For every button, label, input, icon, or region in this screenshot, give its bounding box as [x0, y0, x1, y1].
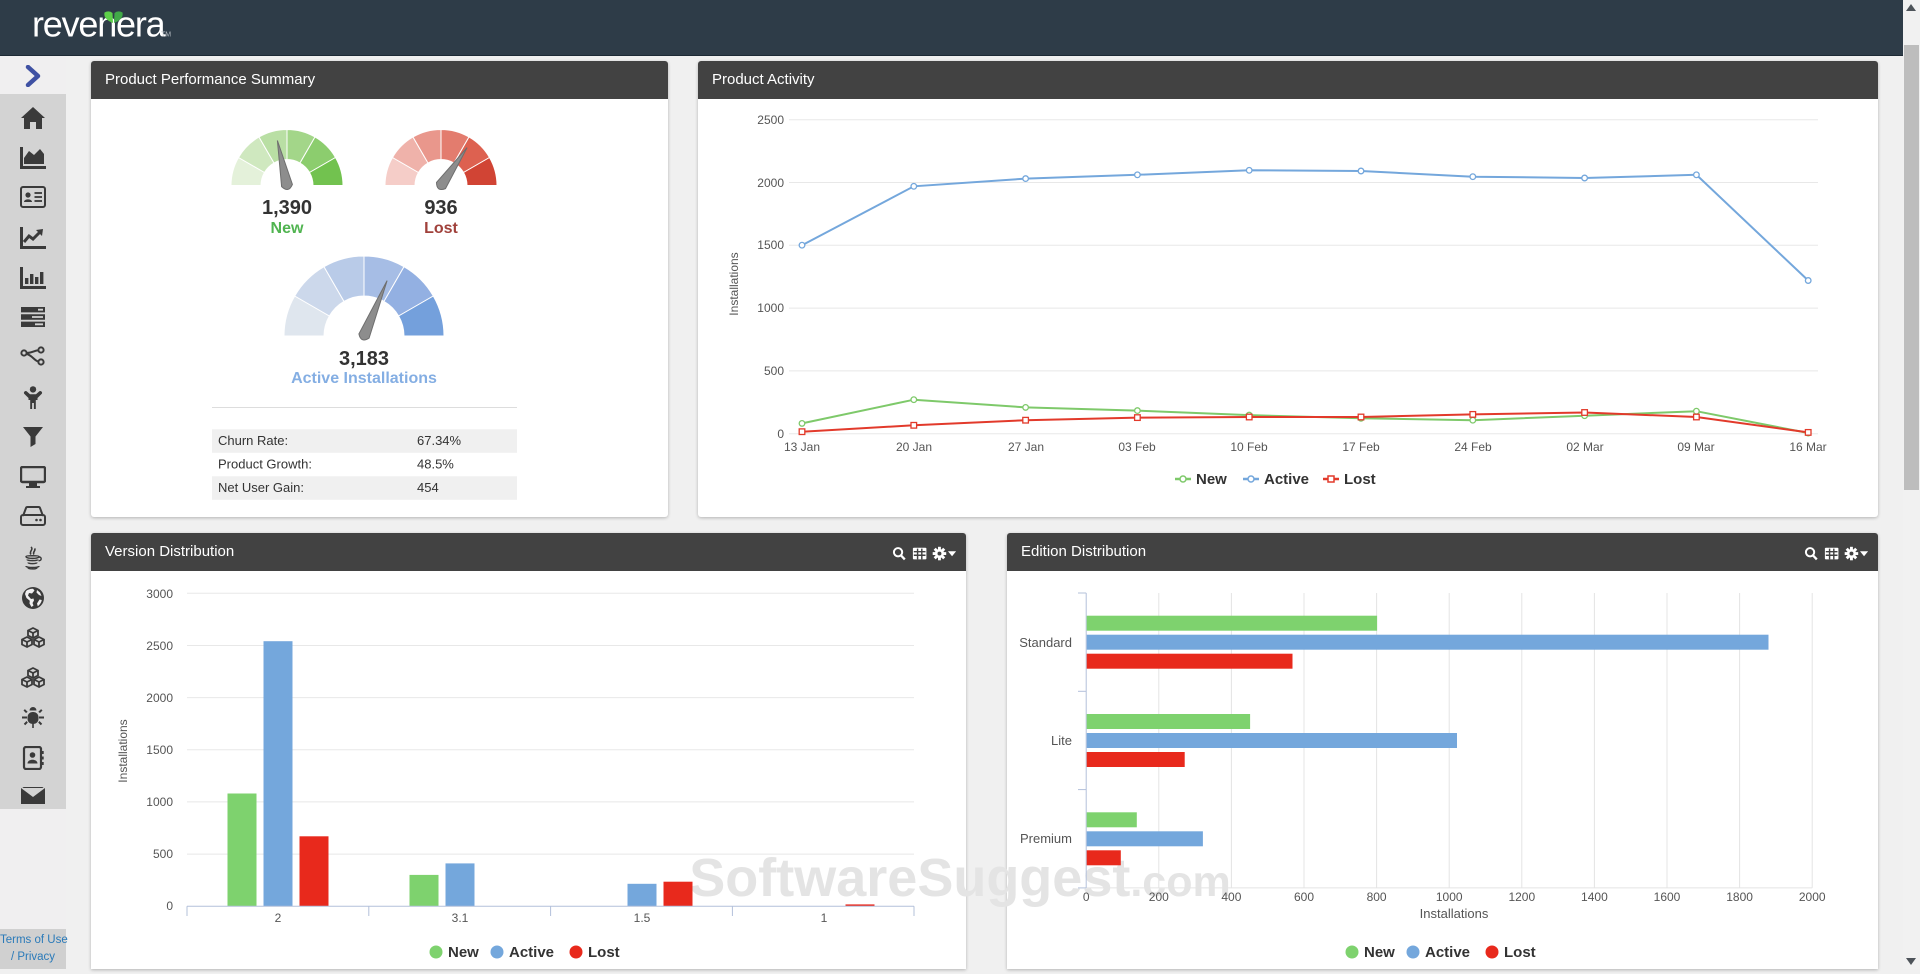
svg-text:2500: 2500 [757, 113, 784, 127]
svg-text:1500: 1500 [757, 238, 784, 252]
svg-text:03 Feb: 03 Feb [1118, 440, 1156, 454]
svg-text:2: 2 [275, 911, 282, 925]
svg-text:24 Feb: 24 Feb [1454, 440, 1492, 454]
svg-text:0: 0 [166, 899, 173, 913]
svg-text:48.5%: 48.5% [417, 457, 454, 472]
svg-text:Standard: Standard [1019, 635, 1072, 650]
svg-text:16 Mar: 16 Mar [1789, 440, 1826, 454]
svg-text:revenera: revenera [32, 4, 167, 45]
svg-text:New: New [271, 220, 304, 237]
svg-text:Lost: Lost [1504, 944, 1536, 961]
svg-text:17 Feb: 17 Feb [1342, 440, 1380, 454]
svg-text:454: 454 [417, 480, 439, 495]
svg-text:Installations: Installations [116, 719, 130, 782]
svg-text:09 Mar: 09 Mar [1677, 440, 1714, 454]
svg-text:1000: 1000 [1436, 890, 1463, 904]
svg-text:Lite: Lite [1051, 733, 1072, 748]
svg-text:1600: 1600 [1654, 890, 1681, 904]
svg-text:Lost: Lost [424, 220, 458, 237]
svg-text:2000: 2000 [1799, 890, 1826, 904]
svg-text:600: 600 [1294, 890, 1314, 904]
svg-text:1.5: 1.5 [634, 911, 651, 925]
svg-text:500: 500 [153, 847, 173, 861]
svg-text:67.34%: 67.34% [417, 433, 462, 448]
svg-text:13 Jan: 13 Jan [784, 440, 820, 454]
svg-text:2000: 2000 [146, 691, 173, 705]
svg-text:400: 400 [1221, 890, 1241, 904]
svg-text:800: 800 [1367, 890, 1387, 904]
svg-text:New: New [1196, 471, 1227, 488]
svg-text:0: 0 [1083, 890, 1090, 904]
svg-text:1400: 1400 [1581, 890, 1608, 904]
svg-text:Active Installations: Active Installations [291, 370, 437, 387]
svg-text:Premium: Premium [1020, 831, 1072, 846]
svg-text:500: 500 [764, 364, 784, 378]
svg-text:02 Mar: 02 Mar [1566, 440, 1603, 454]
svg-text:1: 1 [821, 911, 828, 925]
svg-text:Lost: Lost [1344, 471, 1376, 488]
svg-text:20 Jan: 20 Jan [896, 440, 932, 454]
svg-text:1000: 1000 [146, 795, 173, 809]
svg-text:1500: 1500 [146, 743, 173, 757]
svg-text:New: New [1364, 944, 1395, 961]
svg-text:200: 200 [1149, 890, 1169, 904]
svg-text:Active: Active [509, 944, 554, 961]
svg-text:2000: 2000 [757, 176, 784, 190]
svg-text:Net User Gain:: Net User Gain: [218, 480, 304, 495]
svg-text:1,390: 1,390 [262, 197, 312, 219]
svg-text:0: 0 [777, 427, 784, 441]
svg-text:Churn Rate:: Churn Rate: [218, 433, 288, 448]
svg-text:Product Growth:: Product Growth: [218, 457, 312, 472]
svg-text:Active: Active [1264, 471, 1309, 488]
svg-text:2500: 2500 [146, 639, 173, 653]
svg-text:TM: TM [161, 32, 171, 39]
svg-text:New: New [448, 944, 479, 961]
svg-text:Active: Active [1425, 944, 1470, 961]
svg-text:Lost: Lost [588, 944, 620, 961]
svg-text:Installations: Installations [727, 252, 741, 315]
svg-text:27 Jan: 27 Jan [1008, 440, 1044, 454]
svg-text:Installations: Installations [1420, 906, 1489, 921]
svg-text:3.1: 3.1 [452, 911, 469, 925]
svg-text:3000: 3000 [146, 587, 173, 601]
svg-text:3,183: 3,183 [339, 348, 389, 370]
svg-text:936: 936 [424, 197, 457, 219]
svg-text:1200: 1200 [1508, 890, 1535, 904]
svg-text:1800: 1800 [1726, 890, 1753, 904]
svg-text:10 Feb: 10 Feb [1230, 440, 1268, 454]
svg-text:1000: 1000 [757, 301, 784, 315]
